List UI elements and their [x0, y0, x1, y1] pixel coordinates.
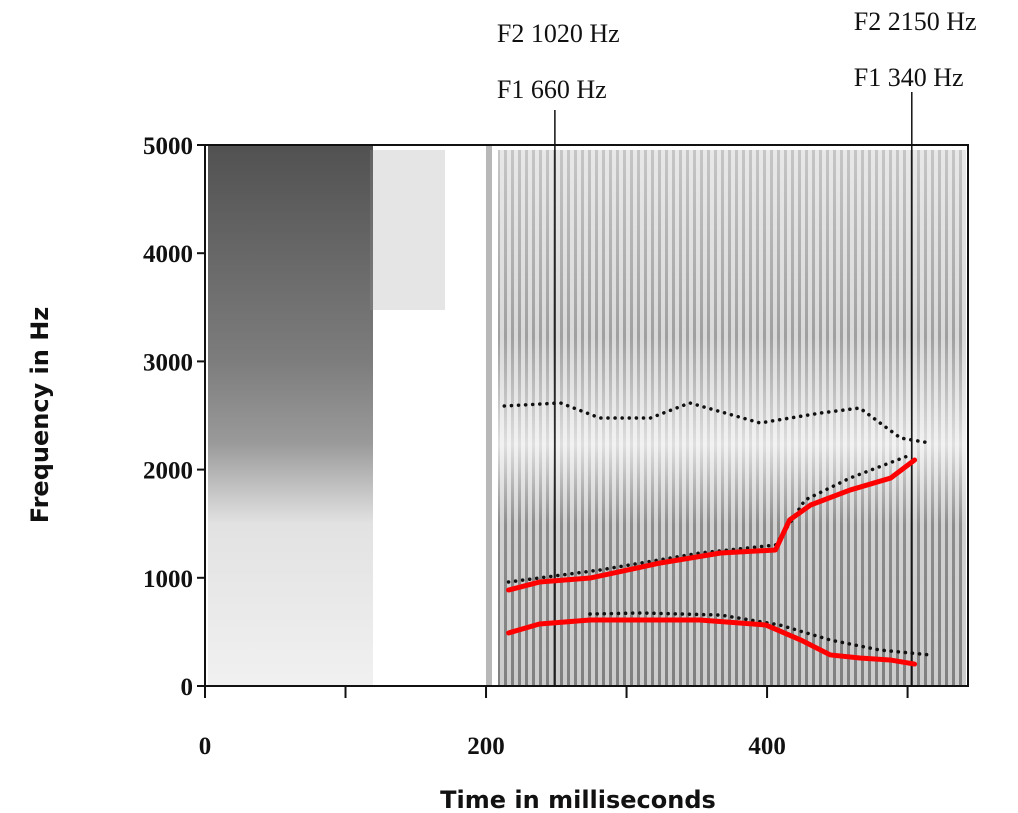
annotation-text: F1 660 Hz	[497, 75, 607, 104]
y-tick-label: 0	[181, 674, 194, 701]
y-tick-label: 2000	[143, 458, 193, 485]
dotted-formant	[502, 401, 932, 445]
annotation-text: F1 340 Hz	[854, 63, 964, 92]
annotation-text: F2 1020 Hz	[497, 19, 620, 48]
x-axis-title: Time in milliseconds	[440, 786, 716, 813]
x-tick-label: 400	[748, 733, 786, 760]
formant-trace	[506, 457, 918, 593]
plot-frame	[204, 144, 969, 687]
y-tick-label: 1000	[143, 566, 193, 593]
dotted-formant	[588, 611, 932, 657]
spectrogram	[208, 146, 966, 686]
y-tick-label: 3000	[143, 349, 193, 376]
x-tick-label: 200	[467, 733, 505, 760]
y-tick-label: 5000	[143, 133, 193, 160]
y-axis-title: Frequency in Hz	[26, 307, 54, 524]
formant-trace	[506, 617, 918, 667]
annotation-text: F2 2150 Hz	[854, 7, 977, 36]
y-tick-label: 4000	[143, 241, 193, 268]
x-tick-label: 0	[199, 733, 212, 760]
